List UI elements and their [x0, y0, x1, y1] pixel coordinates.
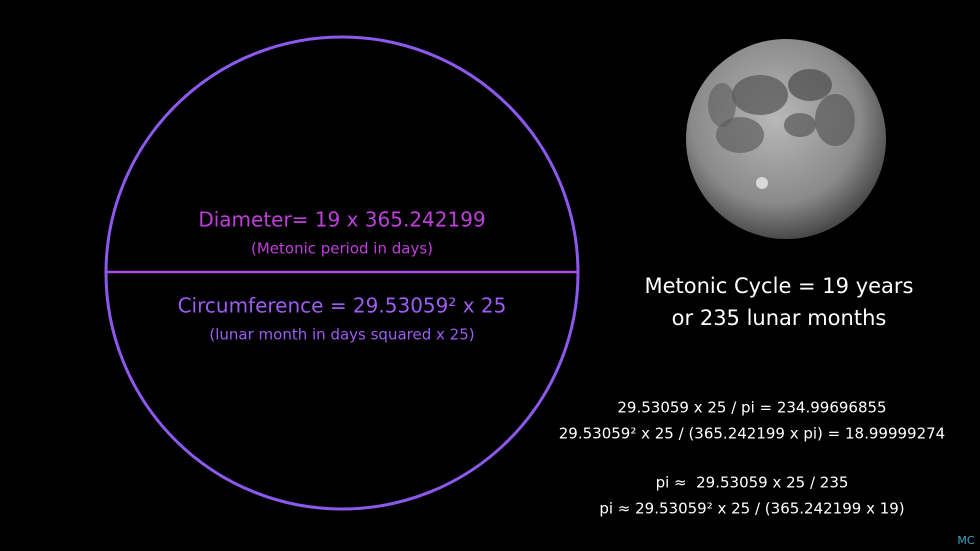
signature: MC — [957, 534, 974, 547]
equation: 29.53059² x 25 / (365.242199 x pi) = 18.… — [559, 425, 945, 443]
moon — [686, 39, 886, 239]
diameter-label: Diameter= 19 x 365.242199 — [198, 208, 485, 232]
circumference-label: Circumference = 29.53059² x 25 — [178, 294, 507, 318]
circumference-note: (lunar month in days squared x 25) — [209, 326, 474, 344]
metonic-line: Metonic Cycle = 19 years — [644, 274, 913, 298]
equation: pi ≈ 29.53059² x 25 / (365.242199 x 19) — [599, 500, 904, 518]
equation: 29.53059 x 25 / pi = 234.99696855 — [617, 399, 886, 417]
metonic-line: or 235 lunar months — [672, 306, 887, 330]
equation: pi ≈ 29.53059 x 25 / 235 — [656, 474, 849, 492]
diameter-note: (Metonic period in days) — [251, 240, 433, 258]
